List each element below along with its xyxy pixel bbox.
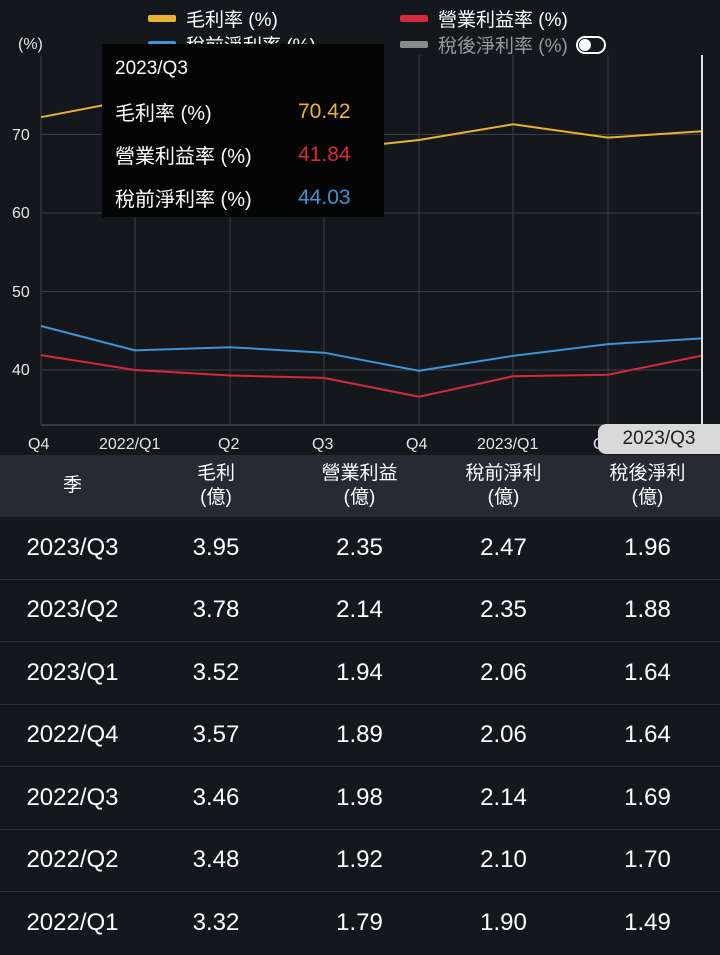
legend-label: 稅後淨利率 (%) (438, 31, 568, 58)
header-unit: (億) (488, 486, 520, 510)
cell-value: 2.14 (287, 596, 432, 624)
header-line: 稅後淨利 (609, 462, 685, 486)
cell-value: 3.32 (145, 909, 287, 937)
legend-swatch-net (400, 41, 428, 48)
cell-value: 3.48 (145, 846, 287, 874)
y-tick-label: 60 (12, 205, 30, 223)
cell-value: 3.78 (145, 596, 287, 624)
header-operating-income[interactable]: 營業利益 (億) (287, 455, 432, 517)
y-tick-label: 40 (12, 362, 30, 380)
legend-swatch-gross (148, 15, 176, 22)
y-tick-label: 70 (12, 127, 30, 145)
legend-swatch-operating (400, 15, 428, 22)
cell-value: 3.57 (145, 721, 287, 749)
chart-tooltip: 2023/Q3 毛利率 (%) 70.42 營業利益率 (%) 41.84 稅前… (102, 44, 384, 217)
table-header: 季 毛利 (億) 營業利益 (億) 稅前淨利 (億) 稅後淨利 (億) (0, 455, 720, 517)
header-net-income[interactable]: 稅後淨利 (億) (575, 455, 720, 517)
tooltip-title: 2023/Q3 (115, 56, 384, 90)
cell-quarter: 2023/Q2 (0, 596, 145, 624)
y-tick-label: 50 (12, 284, 30, 302)
header-quarter[interactable]: 季 (0, 455, 145, 517)
tooltip-label: 毛利率 (%) (115, 97, 298, 126)
legend-net-margin[interactable]: 稅後淨利率 (%) (400, 31, 606, 58)
tooltip-row: 稅前淨利率 (%) 44.03 (115, 176, 384, 219)
tooltip-label: 稅前淨利率 (%) (115, 183, 298, 212)
cell-quarter: 2023/Q1 (0, 659, 145, 687)
cell-value: 2.06 (432, 659, 575, 687)
cell-value: 3.95 (145, 534, 287, 562)
cell-value: 1.64 (575, 721, 720, 749)
cell-value: 1.69 (575, 784, 720, 812)
cell-value: 3.52 (145, 659, 287, 687)
cell-quarter: 2022/Q1 (0, 909, 145, 937)
header-line: 季 (63, 474, 82, 498)
cell-quarter: 2023/Q3 (0, 534, 145, 562)
y-axis-unit: (%) (18, 36, 43, 54)
header-line: 營業利益 (321, 462, 397, 486)
legend-operating-margin[interactable]: 營業利益率 (%) (400, 5, 568, 32)
cell-value: 1.79 (287, 909, 432, 937)
cell-quarter: 2022/Q3 (0, 784, 145, 812)
header-line: 稅前淨利 (465, 462, 541, 486)
margin-chart[interactable]: 毛利率 (%) 營業利益率 (%) 稅前淨利率 (%) 稅後淨利率 (%) (%… (0, 0, 720, 455)
tooltip-label: 營業利益率 (%) (115, 140, 298, 169)
header-unit: (億) (200, 486, 232, 510)
cell-quarter: 2022/Q2 (0, 846, 145, 874)
header-unit: (億) (632, 486, 664, 510)
cell-value: 2.35 (287, 534, 432, 562)
x-tick-label: Q4 (28, 436, 49, 454)
cell-value: 1.90 (432, 909, 575, 937)
cell-value: 1.96 (575, 534, 720, 562)
tooltip-row: 毛利率 (%) 70.42 (115, 90, 384, 133)
cell-value: 1.89 (287, 721, 432, 749)
cell-value: 1.98 (287, 784, 432, 812)
cell-value: 1.70 (575, 846, 720, 874)
net-margin-toggle[interactable] (576, 36, 606, 54)
cursor-x-label: 2023/Q3 (598, 424, 720, 454)
x-tick-label: 2023/Q1 (477, 436, 538, 454)
tooltip-value: 41.84 (298, 143, 351, 167)
x-tick-label: Q2 (218, 436, 239, 454)
legend-label: 毛利率 (%) (186, 5, 278, 32)
cell-quarter: 2022/Q4 (0, 721, 145, 749)
cell-value: 1.88 (575, 596, 720, 624)
cell-value: 2.14 (432, 784, 575, 812)
cell-value: 2.06 (432, 721, 575, 749)
header-gross-profit[interactable]: 毛利 (億) (145, 455, 287, 517)
cell-value: 2.47 (432, 534, 575, 562)
series-line-2 (41, 326, 702, 371)
header-line: 毛利 (197, 462, 235, 486)
cell-value: 2.10 (432, 846, 575, 874)
toggle-knob (579, 39, 591, 51)
tooltip-value: 70.42 (298, 100, 351, 124)
tooltip-value: 44.03 (298, 186, 351, 210)
tooltip-row: 營業利益率 (%) 41.84 (115, 133, 384, 176)
header-unit: (億) (344, 486, 376, 510)
legend-label: 營業利益率 (%) (438, 5, 568, 32)
header-pretax-income[interactable]: 稅前淨利 (億) (432, 455, 575, 517)
cell-value: 2.35 (432, 596, 575, 624)
x-tick-label: Q4 (406, 436, 427, 454)
cell-value: 1.49 (575, 909, 720, 937)
cell-value: 1.64 (575, 659, 720, 687)
x-tick-label: Q3 (312, 436, 333, 454)
cell-value: 1.92 (287, 846, 432, 874)
cell-value: 3.46 (145, 784, 287, 812)
x-tick-label: 2022/Q1 (99, 436, 160, 454)
legend-gross-margin[interactable]: 毛利率 (%) (148, 5, 278, 32)
cell-value: 1.94 (287, 659, 432, 687)
